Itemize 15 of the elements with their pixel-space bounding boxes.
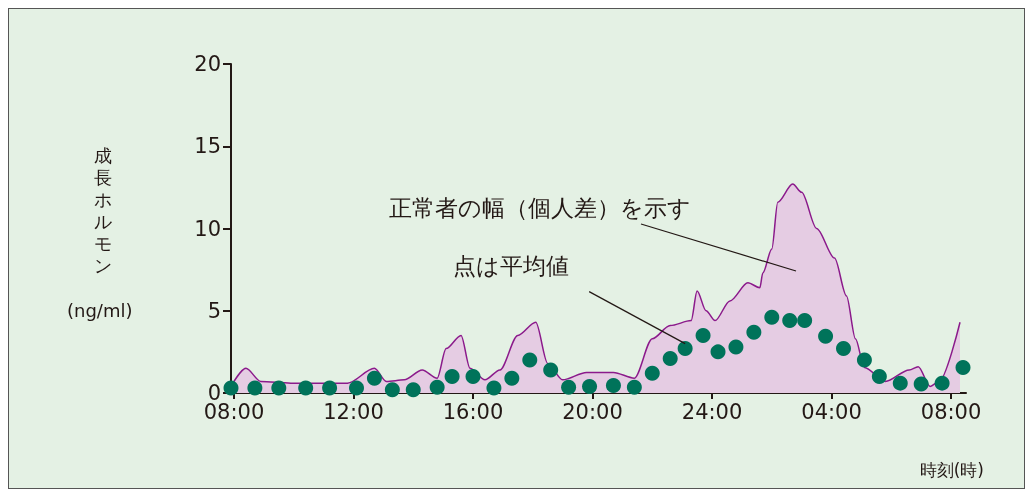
- x-tick-label: 24:00: [681, 399, 743, 424]
- x-tick-label: 12:00: [323, 399, 384, 424]
- x-axis-title: 時刻(時): [919, 459, 984, 480]
- x-tick-label: 16:00: [442, 399, 504, 424]
- y-tick-label: 5: [207, 298, 221, 323]
- annotation: 点は平均値: [453, 253, 570, 280]
- y-tick-label: 10: [194, 216, 221, 241]
- annotation: 正常者の幅（個人差）を示す: [389, 194, 691, 221]
- x-tick-label: 04:00: [801, 399, 862, 424]
- x-tick-label: 08:00: [920, 399, 982, 424]
- text: 成長ホルモン (ng/ml): [67, 144, 133, 321]
- x-tick-label: 20:00: [562, 399, 623, 424]
- y-tick-label: 20: [194, 52, 221, 76]
- y-tick-label: 15: [194, 134, 221, 159]
- x-tick-label: 08:00: [203, 399, 265, 424]
